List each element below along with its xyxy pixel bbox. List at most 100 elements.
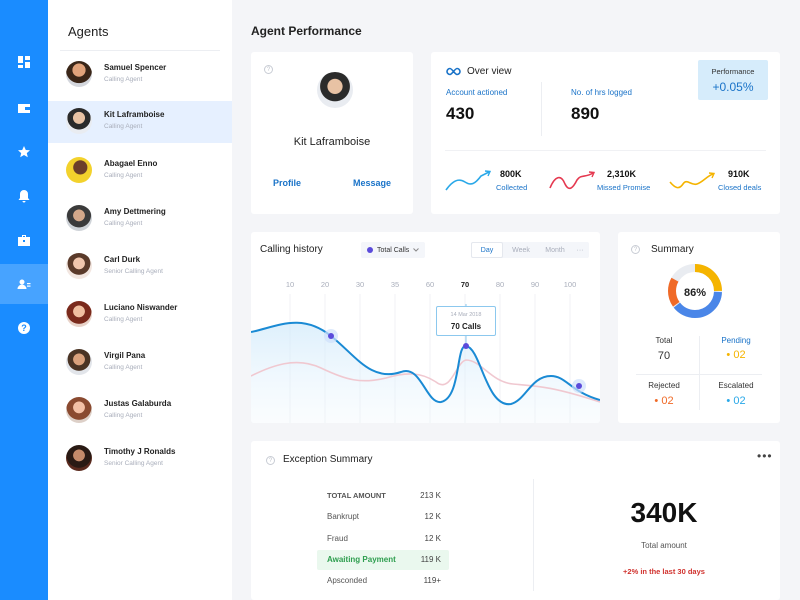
more-icon[interactable]: ••• xyxy=(757,449,773,463)
help-icon: ? xyxy=(18,322,30,334)
status-dot: • xyxy=(654,395,662,407)
escalated-label: Escalated xyxy=(718,381,754,390)
exception-summary-card: ? Exception Summary ••• TOTAL AMOUNT 213… xyxy=(251,441,780,600)
chevron-down-icon xyxy=(413,248,420,252)
data-point[interactable] xyxy=(463,343,469,349)
agent-item[interactable]: Virgil Pana Calling Agent xyxy=(48,342,232,384)
exception-row: Bankrupt 12 K xyxy=(317,507,449,527)
row-value: 12 K xyxy=(424,512,441,521)
tick-label: 35 xyxy=(390,280,400,289)
profile-name: Kit Laframboise xyxy=(293,136,371,148)
hours-logged-label: No. of hrs logged xyxy=(571,88,632,97)
donut-segment-rejected xyxy=(668,264,722,318)
total-calls-label: Total Calls xyxy=(377,246,410,254)
agent-role: Calling Agent xyxy=(104,412,143,419)
avatar xyxy=(66,61,92,87)
agent-name: Justas Galaburda xyxy=(104,399,172,408)
tab-day[interactable]: Day xyxy=(471,242,503,258)
tick-label: 10 xyxy=(285,280,295,289)
rejected-value-text: 02 xyxy=(661,395,674,407)
overview-title: Over view xyxy=(467,66,512,77)
summary-donut xyxy=(668,264,722,318)
exception-divider xyxy=(533,479,534,591)
collected-label: Collected xyxy=(496,183,528,192)
agent-item[interactable]: Kit Laframboise Calling Agent xyxy=(48,101,232,143)
data-point[interactable] xyxy=(576,383,582,389)
status-dot: • xyxy=(726,395,734,407)
row-label: TOTAL AMOUNT xyxy=(327,491,386,500)
more-icon[interactable]: ··· xyxy=(576,246,584,254)
profile-avatar xyxy=(317,72,353,108)
calls-area xyxy=(251,322,600,423)
svg-text:?: ? xyxy=(21,323,27,333)
users-icon xyxy=(17,279,31,289)
tick-label: 70 xyxy=(460,280,470,289)
page-title: Agent Performance xyxy=(251,24,362,38)
help-icon[interactable]: ? xyxy=(631,245,640,254)
agent-role: Calling Agent xyxy=(104,172,143,179)
help-icon[interactable]: ? xyxy=(266,456,275,465)
rail-wallet[interactable] xyxy=(0,88,48,128)
calling-history-title: Calling history xyxy=(260,244,323,255)
avatar xyxy=(66,445,92,471)
tab-month[interactable]: Month xyxy=(545,246,565,254)
rail-help[interactable]: ? xyxy=(0,308,48,348)
row-label: Bankrupt xyxy=(327,512,360,521)
profile-card: ? Kit Laframboise Profile Message xyxy=(251,52,413,214)
data-point[interactable] xyxy=(328,333,334,339)
summary-vdivider xyxy=(699,336,700,410)
briefcase-icon xyxy=(18,235,30,246)
total-calls-filter[interactable]: Total Calls xyxy=(361,242,425,258)
tab-week[interactable]: Week xyxy=(512,246,530,254)
exception-row: Apsconded 119+ xyxy=(317,571,449,591)
summary-title: Summary xyxy=(651,244,694,255)
agent-item[interactable]: Luciano Niswander Calling Agent xyxy=(48,294,232,336)
pending-value: • 02 xyxy=(706,349,766,361)
profile-link[interactable]: Profile xyxy=(273,178,302,188)
agent-role: Calling Agent xyxy=(104,123,143,130)
agent-item[interactable]: Carl Durk Senior Calling Agent xyxy=(48,246,232,288)
exception-row: TOTAL AMOUNT 213 K xyxy=(317,486,449,506)
rail-favorites[interactable] xyxy=(0,132,48,172)
escalated-value-text: 02 xyxy=(733,395,746,407)
collected-value: 800K xyxy=(500,169,522,179)
status-dot: • xyxy=(726,349,734,361)
agent-item[interactable]: Abagael Enno Calling Agent xyxy=(48,150,232,192)
agent-item[interactable]: Timothy J Ronalds Senior Calling Agent xyxy=(48,438,232,480)
bell-icon xyxy=(18,190,30,203)
overview-hdivider xyxy=(445,150,766,151)
account-actioned-label: Account actioned xyxy=(446,88,508,97)
help-icon[interactable]: ? xyxy=(264,65,273,74)
agent-item[interactable]: Justas Galaburda Calling Agent xyxy=(48,390,232,432)
agent-item[interactable]: Samuel Spencer Calling Agent xyxy=(48,54,232,96)
agent-name: Carl Durk xyxy=(104,255,141,264)
agents-title: Agents xyxy=(68,24,109,39)
agent-name: Amy Dettmering xyxy=(104,207,166,216)
agent-role: Senior Calling Agent xyxy=(104,460,163,467)
performance-box: Performance +0.05% xyxy=(698,60,768,100)
infinity-icon xyxy=(446,67,461,76)
rail-jobs[interactable] xyxy=(0,220,48,260)
rejected-label: Rejected xyxy=(648,381,680,390)
rail-alerts[interactable] xyxy=(0,176,48,216)
missed-promise-value: 2,310K xyxy=(607,169,637,179)
avatar xyxy=(66,253,92,279)
tick-label: 80 xyxy=(495,280,505,289)
missed-sparkline xyxy=(549,171,595,190)
escalated-value: • 02 xyxy=(706,395,766,407)
tick-label: 20 xyxy=(320,280,330,289)
tooltip-date: 14 Mar 2018 xyxy=(450,312,482,318)
row-value: 213 K xyxy=(420,491,441,500)
rejected-value: • 02 xyxy=(634,395,694,407)
agent-role: Calling Agent xyxy=(104,76,143,83)
total-amount-value: 340K xyxy=(630,497,698,528)
agent-name: Samuel Spencer xyxy=(104,63,167,72)
message-link[interactable]: Message xyxy=(353,178,392,188)
rail-agents[interactable] xyxy=(0,264,48,304)
agent-item[interactable]: Amy Dettmering Calling Agent xyxy=(48,198,232,240)
performance-label: Performance xyxy=(711,67,755,76)
rail-dashboard[interactable] xyxy=(0,42,48,82)
tick-label: 60 xyxy=(425,280,435,289)
overview-card: Over view Account actioned 430 No. of hr… xyxy=(431,52,780,214)
agent-name: Virgil Pana xyxy=(104,351,146,360)
